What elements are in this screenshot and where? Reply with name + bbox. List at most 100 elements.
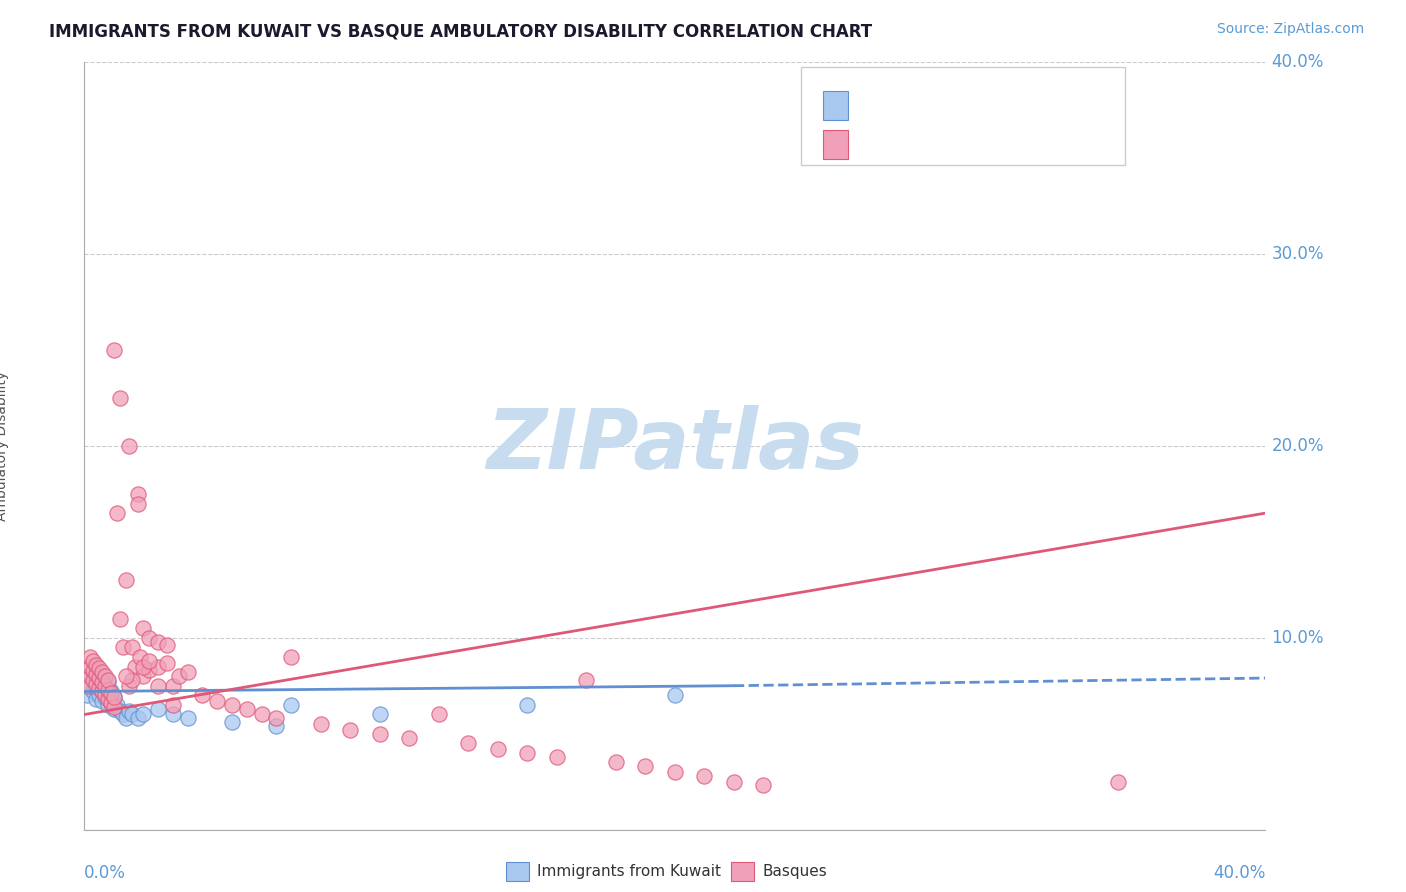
Point — [129, 649, 152, 664]
Point — [87, 671, 111, 685]
Point — [82, 664, 104, 678]
Point — [127, 487, 149, 501]
Point — [91, 673, 114, 687]
Point — [82, 654, 104, 668]
Point — [605, 756, 627, 770]
Point — [427, 707, 450, 722]
Point — [111, 640, 134, 655]
Point — [486, 742, 509, 756]
Point — [105, 698, 128, 712]
Point — [84, 692, 107, 706]
Point — [121, 673, 143, 687]
Point — [87, 681, 111, 695]
Point — [221, 698, 243, 712]
Text: Immigrants from Kuwait: Immigrants from Kuwait — [537, 864, 721, 879]
Point — [138, 631, 160, 645]
Point — [368, 707, 391, 722]
Point — [398, 731, 420, 745]
Point — [97, 674, 120, 689]
Text: 0.0%: 0.0% — [84, 864, 127, 882]
Text: Ambulatory Disability: Ambulatory Disability — [0, 371, 8, 521]
Point — [87, 667, 111, 681]
Point — [280, 698, 302, 712]
Point — [693, 769, 716, 783]
Point — [87, 661, 111, 675]
Point — [87, 689, 111, 703]
Text: 30.0%: 30.0% — [1271, 245, 1324, 263]
Point — [236, 702, 259, 716]
Text: R = 0.063: R = 0.063 — [859, 96, 942, 114]
Point — [516, 698, 538, 712]
Text: R =  0.122: R = 0.122 — [859, 136, 948, 153]
Point — [84, 677, 107, 691]
Point — [664, 689, 686, 703]
Point — [148, 659, 170, 673]
Point — [723, 774, 745, 789]
Point — [82, 665, 104, 680]
Point — [79, 669, 101, 683]
Point — [94, 690, 117, 705]
Point — [132, 707, 155, 722]
Point — [82, 673, 104, 687]
Point — [127, 496, 149, 510]
Point — [111, 707, 134, 722]
Point — [82, 673, 104, 687]
Point — [177, 665, 200, 680]
Point — [97, 692, 120, 706]
Point — [132, 621, 155, 635]
Text: Basques: Basques — [762, 864, 827, 879]
Point — [94, 689, 117, 703]
Point — [309, 717, 332, 731]
Point — [138, 654, 160, 668]
Point — [84, 667, 107, 681]
Point — [79, 669, 101, 683]
Point — [457, 736, 479, 750]
Point — [368, 726, 391, 740]
Text: ZIPatlas: ZIPatlas — [486, 406, 863, 486]
Point — [103, 690, 125, 705]
Text: Source: ZipAtlas.com: Source: ZipAtlas.com — [1216, 22, 1364, 37]
Point — [266, 719, 288, 733]
Point — [100, 696, 122, 710]
Point — [132, 669, 155, 683]
Point — [177, 711, 200, 725]
Point — [100, 696, 122, 710]
Point — [100, 684, 122, 698]
Point — [108, 704, 131, 718]
Point — [103, 343, 125, 358]
Point — [162, 707, 184, 722]
Point — [266, 711, 288, 725]
Text: N =  41: N = 41 — [965, 96, 1032, 114]
Text: 40.0%: 40.0% — [1213, 864, 1265, 882]
Point — [127, 711, 149, 725]
Point — [546, 749, 568, 764]
Point — [97, 673, 120, 687]
Point — [118, 679, 141, 693]
Point — [108, 612, 131, 626]
Point — [156, 656, 179, 670]
Point — [91, 674, 114, 689]
Point — [162, 679, 184, 693]
Point — [97, 682, 120, 697]
Point — [156, 639, 179, 653]
Point — [148, 702, 170, 716]
Point — [162, 698, 184, 712]
Point — [105, 506, 128, 520]
Text: IMMIGRANTS FROM KUWAIT VS BASQUE AMBULATORY DISABILITY CORRELATION CHART: IMMIGRANTS FROM KUWAIT VS BASQUE AMBULAT… — [49, 22, 872, 40]
Point — [103, 690, 125, 705]
Point — [132, 659, 155, 673]
Point — [91, 694, 114, 708]
Point — [84, 681, 107, 695]
Text: N = 80: N = 80 — [965, 136, 1026, 153]
Point — [124, 659, 146, 673]
Point — [76, 679, 98, 693]
Point — [79, 679, 101, 693]
Point — [79, 659, 101, 673]
Point — [118, 439, 141, 453]
Point — [752, 779, 775, 793]
Point — [82, 684, 104, 698]
Point — [91, 665, 114, 680]
Point — [103, 702, 125, 716]
Point — [103, 699, 125, 714]
Point — [114, 574, 136, 588]
